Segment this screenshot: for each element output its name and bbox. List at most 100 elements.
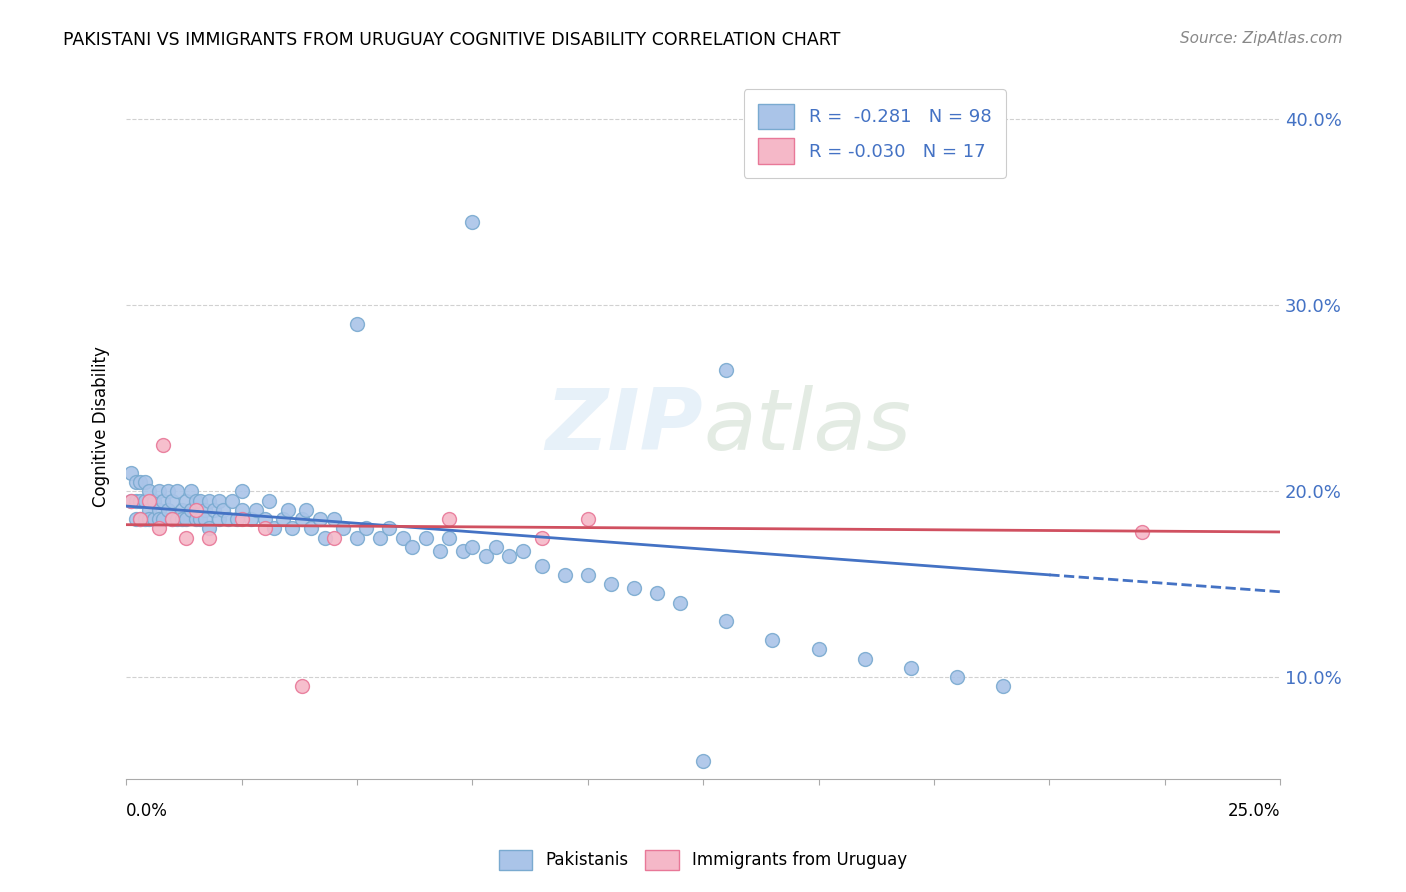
Point	[198, 531, 221, 545]
Point	[439, 531, 461, 545]
Point	[231, 484, 253, 499]
Point	[148, 512, 170, 526]
Point	[368, 531, 391, 545]
Point	[138, 503, 160, 517]
Point	[202, 503, 225, 517]
Point	[1130, 525, 1153, 540]
Point	[124, 493, 146, 508]
Point	[170, 503, 193, 517]
Point	[461, 215, 484, 229]
Point	[226, 512, 249, 526]
Point	[129, 512, 152, 526]
Point	[853, 651, 876, 665]
Point	[212, 503, 235, 517]
Point	[188, 512, 211, 526]
Point	[669, 596, 692, 610]
Point	[152, 438, 174, 452]
Point	[180, 503, 202, 517]
Point	[439, 512, 461, 526]
Point	[530, 531, 553, 545]
Text: PAKISTANI VS IMMIGRANTS FROM URUGUAY COGNITIVE DISABILITY CORRELATION CHART: PAKISTANI VS IMMIGRANTS FROM URUGUAY COG…	[63, 31, 841, 49]
Point	[162, 493, 184, 508]
Point	[152, 493, 174, 508]
Point	[134, 512, 156, 526]
Text: ZIP: ZIP	[546, 384, 703, 467]
Point	[176, 493, 198, 508]
Point	[900, 661, 922, 675]
Point	[166, 512, 188, 526]
Point	[299, 521, 322, 535]
Text: Source: ZipAtlas.com: Source: ZipAtlas.com	[1180, 31, 1343, 46]
Point	[429, 543, 451, 558]
Point	[599, 577, 621, 591]
Point	[259, 493, 281, 508]
Point	[188, 493, 211, 508]
Point	[346, 531, 368, 545]
Point	[129, 475, 152, 489]
Point	[120, 493, 142, 508]
Point	[143, 493, 166, 508]
Point	[221, 493, 243, 508]
Point	[124, 475, 146, 489]
Point	[198, 521, 221, 535]
Point	[170, 512, 193, 526]
Point	[392, 531, 415, 545]
Point	[946, 670, 969, 684]
Point	[323, 512, 346, 526]
Text: 0.0%: 0.0%	[127, 802, 169, 820]
Point	[138, 484, 160, 499]
Point	[138, 512, 160, 526]
Legend: Pakistanis, Immigrants from Uruguay: Pakistanis, Immigrants from Uruguay	[492, 843, 914, 877]
Text: 25.0%: 25.0%	[1227, 802, 1279, 820]
Point	[277, 503, 299, 517]
Point	[138, 493, 160, 508]
Point	[156, 503, 179, 517]
Point	[162, 512, 184, 526]
Point	[451, 543, 474, 558]
Point	[148, 521, 170, 535]
Point	[401, 540, 423, 554]
Point	[332, 521, 354, 535]
Point	[295, 503, 318, 517]
Point	[323, 531, 346, 545]
Point	[291, 679, 314, 693]
Point	[461, 540, 484, 554]
Point	[194, 503, 217, 517]
Point	[207, 493, 229, 508]
Point	[152, 512, 174, 526]
Point	[124, 512, 146, 526]
Point	[314, 531, 336, 545]
Point	[623, 581, 645, 595]
Point	[253, 521, 276, 535]
Point	[991, 679, 1014, 693]
Point	[176, 531, 198, 545]
Point	[198, 493, 221, 508]
Point	[231, 503, 253, 517]
Point	[176, 512, 198, 526]
Point	[692, 754, 714, 768]
Point	[148, 484, 170, 499]
Point	[180, 484, 202, 499]
Point	[166, 484, 188, 499]
Point	[576, 567, 599, 582]
Text: atlas: atlas	[703, 384, 911, 467]
Point	[356, 521, 378, 535]
Point	[645, 586, 668, 600]
Y-axis label: Cognitive Disability: Cognitive Disability	[93, 346, 110, 507]
Point	[134, 493, 156, 508]
Point	[184, 493, 207, 508]
Legend: R =  -0.281   N = 98, R = -0.030   N = 17: R = -0.281 N = 98, R = -0.030 N = 17	[744, 89, 1005, 178]
Point	[245, 503, 267, 517]
Point	[309, 512, 332, 526]
Point	[716, 363, 738, 377]
Point	[207, 512, 229, 526]
Point	[156, 484, 179, 499]
Point	[184, 503, 207, 517]
Point	[148, 503, 170, 517]
Point	[761, 632, 783, 647]
Point	[239, 512, 262, 526]
Point	[184, 512, 207, 526]
Point	[120, 466, 142, 480]
Point	[498, 549, 520, 564]
Point	[576, 512, 599, 526]
